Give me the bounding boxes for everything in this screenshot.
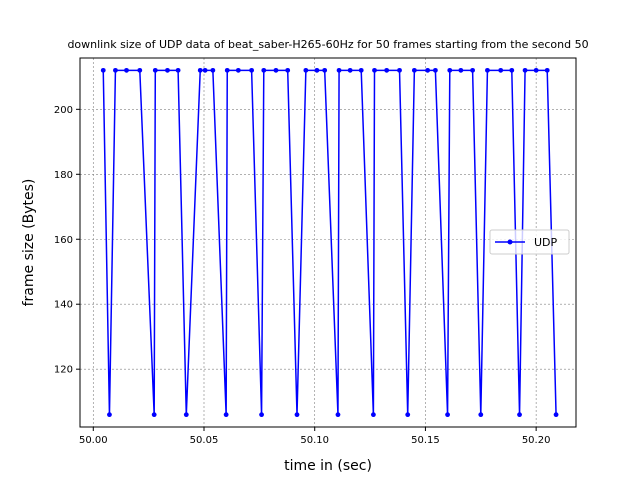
data-point [509, 67, 515, 73]
data-point [358, 67, 364, 73]
data-point [405, 412, 411, 418]
data-point [544, 67, 550, 73]
plot-area-frame [79, 57, 577, 428]
legend: UDP [489, 229, 570, 255]
y-tick-label: 200 [54, 105, 73, 116]
data-point [165, 67, 170, 73]
data-point [411, 67, 417, 73]
x-tick-label: 50.05 [190, 435, 219, 446]
data-point [372, 67, 377, 73]
data-point [470, 67, 475, 73]
data-point [183, 412, 189, 418]
data-point [223, 412, 229, 418]
data-point [314, 67, 320, 73]
data-point [100, 67, 106, 73]
x-axis-label: time in (sec) [284, 458, 372, 474]
data-point [347, 67, 353, 73]
data-point [425, 67, 431, 73]
data-point [447, 67, 453, 73]
data-point [336, 67, 342, 73]
x-tick-label: 50.00 [79, 435, 108, 446]
y-axis-label: frame size (Bytes) [21, 179, 37, 307]
data-point [273, 67, 279, 73]
data-point [432, 67, 438, 73]
y-tick-label: 160 [54, 235, 73, 246]
data-point [152, 67, 158, 73]
y-tick-label: 120 [54, 365, 73, 376]
data-point [533, 67, 539, 73]
data-point [303, 67, 309, 73]
data-point [397, 67, 402, 73]
data-point [197, 67, 203, 73]
data-point [137, 67, 143, 73]
y-tick-label: 180 [54, 170, 73, 181]
chart-title: downlink size of UDP data of beat_saber-… [67, 38, 588, 51]
data-point [517, 412, 522, 418]
data-point [498, 67, 504, 73]
data-point [261, 67, 267, 73]
data-point [445, 412, 450, 418]
legend-box [489, 229, 570, 255]
data-point [458, 67, 464, 73]
legend-marker [507, 239, 513, 245]
x-tick-label: 50.15 [411, 435, 440, 446]
data-point [384, 67, 390, 73]
data-point [322, 67, 328, 73]
data-point [249, 67, 255, 73]
data-point [335, 412, 341, 418]
data-point [478, 412, 484, 418]
data-point [370, 412, 376, 418]
series-layer [100, 67, 559, 418]
data-point [235, 67, 241, 73]
data-point [285, 67, 291, 73]
data-point [113, 67, 118, 73]
data-point [522, 67, 528, 73]
series-line-udp [102, 69, 557, 416]
data-point [210, 67, 216, 73]
data-point [553, 412, 559, 418]
data-point [485, 67, 490, 73]
data-point [124, 67, 129, 73]
axis-ticks: 50.00 50.05 50.10 50.15 50.20 120 140 160 180 200 [54, 105, 551, 446]
data-point [202, 67, 208, 73]
data-point [294, 412, 300, 418]
legend-entry-udp: UDP [534, 236, 558, 249]
y-tick-label: 140 [54, 300, 73, 311]
data-point [175, 67, 181, 73]
data-point [259, 412, 264, 418]
x-tick-label: 50.20 [522, 435, 551, 446]
data-point [224, 67, 230, 73]
x-tick-label: 50.10 [300, 435, 329, 446]
data-point [151, 412, 157, 418]
data-point [107, 412, 112, 418]
